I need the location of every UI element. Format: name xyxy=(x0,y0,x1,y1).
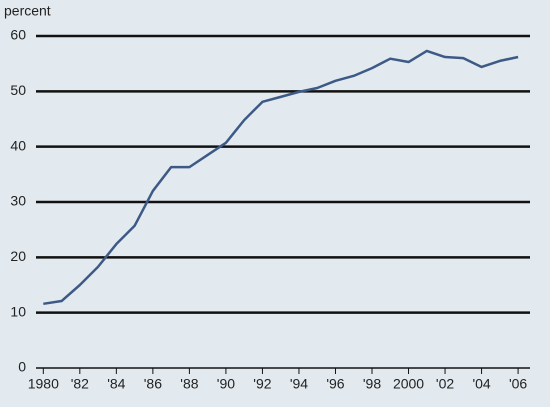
x-tick-label: '04 xyxy=(472,376,490,392)
x-tick-label: '82 xyxy=(71,376,89,392)
x-tick-label: '06 xyxy=(509,376,527,392)
y-tick-label: 30 xyxy=(10,193,26,209)
x-tick-label: 1980 xyxy=(28,376,59,392)
y-tick-label: 10 xyxy=(10,303,26,319)
x-tick-label: '94 xyxy=(290,376,308,392)
x-tick-label: '84 xyxy=(107,376,125,392)
x-tick-label: '88 xyxy=(180,376,198,392)
x-tick-label: '86 xyxy=(144,376,162,392)
x-tick-label: '90 xyxy=(217,376,235,392)
y-tick-label: 20 xyxy=(10,248,26,264)
y-tick-label: 60 xyxy=(10,27,26,43)
x-tick-label: 2000 xyxy=(393,376,424,392)
y-tick-label: 50 xyxy=(10,82,26,98)
y-axis-label: percent xyxy=(4,3,51,19)
x-tick-label: '92 xyxy=(253,376,271,392)
data-line xyxy=(43,49,519,306)
x-tick-label: '98 xyxy=(363,376,381,392)
y-tick-label: 0 xyxy=(18,359,26,375)
y-tick-label: 40 xyxy=(10,137,26,153)
x-tick-label: '96 xyxy=(326,376,344,392)
x-tick-label: '02 xyxy=(436,376,454,392)
